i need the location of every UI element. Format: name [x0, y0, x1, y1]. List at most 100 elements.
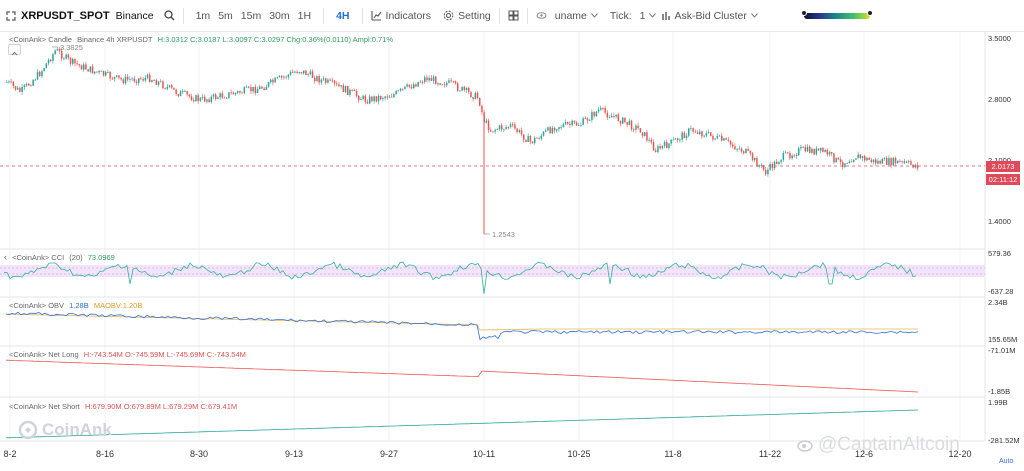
- candle: [61, 51, 63, 59]
- candle: [254, 86, 257, 94]
- candle: [672, 139, 675, 141]
- candle: [716, 136, 719, 139]
- candle: [270, 79, 272, 83]
- candle: [485, 120, 488, 123]
- candle: [63, 58, 65, 60]
- candle: [252, 86, 254, 92]
- timeframe-5m[interactable]: 5m: [218, 9, 233, 22]
- slider-handle-left[interactable]: [800, 9, 807, 16]
- candle: [540, 135, 543, 139]
- candle: [111, 78, 114, 80]
- candle: [894, 158, 897, 164]
- net-long-legend: <CoinAnk> Net Long H:-743.54M O:-745.59M…: [9, 350, 249, 359]
- candle: [197, 95, 199, 101]
- candle: [153, 80, 155, 81]
- eye-icon[interactable]: [536, 10, 547, 21]
- candle: [386, 96, 389, 98]
- candle: [404, 86, 406, 89]
- chart-area[interactable]: [0, 32, 1024, 471]
- time-axis-label: 11-22: [758, 449, 782, 459]
- candle: [663, 141, 666, 146]
- candle: [28, 83, 30, 86]
- candle: [127, 76, 129, 80]
- candle: [547, 127, 549, 131]
- candle: [721, 135, 723, 141]
- candle: [465, 87, 468, 90]
- candle: [765, 169, 767, 175]
- timeframe-1h[interactable]: 1H: [297, 9, 312, 22]
- candle: [80, 65, 83, 70]
- candle: [564, 122, 567, 125]
- indicators-button[interactable]: Indicators: [370, 10, 431, 22]
- candle: [327, 79, 329, 83]
- candle: [773, 161, 776, 169]
- candle: [710, 132, 712, 136]
- timeframe-30m[interactable]: 30m: [269, 9, 290, 22]
- candle: [349, 89, 351, 95]
- search-icon[interactable]: [163, 10, 175, 21]
- layout-grid-icon[interactable]: [508, 10, 519, 21]
- candle: [529, 136, 532, 142]
- candle: [897, 160, 899, 164]
- candle: [98, 70, 100, 73]
- candle: [366, 101, 369, 104]
- candle: [179, 91, 182, 97]
- candle: [725, 138, 727, 140]
- candle: [864, 156, 866, 161]
- candle: [223, 97, 226, 99]
- candle: [751, 153, 754, 161]
- candle: [322, 78, 325, 80]
- candle: [745, 148, 747, 154]
- setting-button[interactable]: Setting: [443, 10, 491, 22]
- expand-icon[interactable]: [6, 10, 16, 21]
- timeframe-15m[interactable]: 15m: [240, 9, 262, 22]
- candle: [285, 76, 287, 78]
- cluster-button[interactable]: Ask-Bid Cluster: [661, 10, 758, 22]
- slider-handle-right[interactable]: [866, 9, 873, 16]
- tick-value: 1: [639, 9, 646, 22]
- candle: [151, 80, 153, 82]
- candle: [292, 71, 294, 73]
- candle: [142, 79, 144, 81]
- candle: [144, 77, 147, 81]
- candle: [314, 77, 316, 82]
- timeframe-4h[interactable]: 4H: [336, 9, 350, 22]
- candle: [248, 86, 250, 88]
- candle: [523, 134, 525, 140]
- price-axis-label: 3.5000: [988, 34, 1011, 43]
- candle: [399, 88, 402, 91]
- symbol-name[interactable]: XRPUSDT_SPOT: [21, 9, 110, 22]
- candle: [826, 149, 829, 155]
- price-axis-label: 2.8000: [988, 95, 1011, 104]
- tick-select[interactable]: Tick: 1: [610, 10, 656, 22]
- candle: [347, 86, 349, 95]
- candle: [487, 120, 490, 131]
- candle: [567, 122, 569, 124]
- candle: [683, 132, 686, 139]
- unit-select[interactable]: uname: [555, 10, 598, 22]
- candle: [481, 105, 483, 113]
- heatmap-gradient-slider[interactable]: [800, 9, 873, 19]
- candle: [476, 92, 479, 99]
- candle: [701, 131, 703, 137]
- candle: [666, 141, 668, 149]
- candle: [388, 96, 391, 98]
- auto-scale-button[interactable]: Auto: [999, 458, 1014, 465]
- candle: [908, 161, 910, 162]
- candle: [520, 130, 523, 135]
- candle: [78, 64, 81, 66]
- cci-axis-top: 579.36: [988, 249, 1011, 258]
- candle: [351, 89, 353, 91]
- time-axis-label: 8-16: [95, 449, 115, 459]
- candle: [747, 148, 749, 151]
- coinank-logo-icon: [18, 420, 38, 440]
- timeframe-1m[interactable]: 1m: [195, 9, 211, 22]
- candle: [30, 85, 32, 87]
- candle: [839, 159, 842, 163]
- candlestick-series: [6, 46, 919, 234]
- collapse-legend-button[interactable]: [8, 44, 21, 56]
- exchange-name[interactable]: Binance: [115, 9, 154, 22]
- collapse-arrow-icon[interactable]: ‹: [4, 252, 7, 262]
- candle: [173, 87, 175, 90]
- candle: [562, 124, 565, 128]
